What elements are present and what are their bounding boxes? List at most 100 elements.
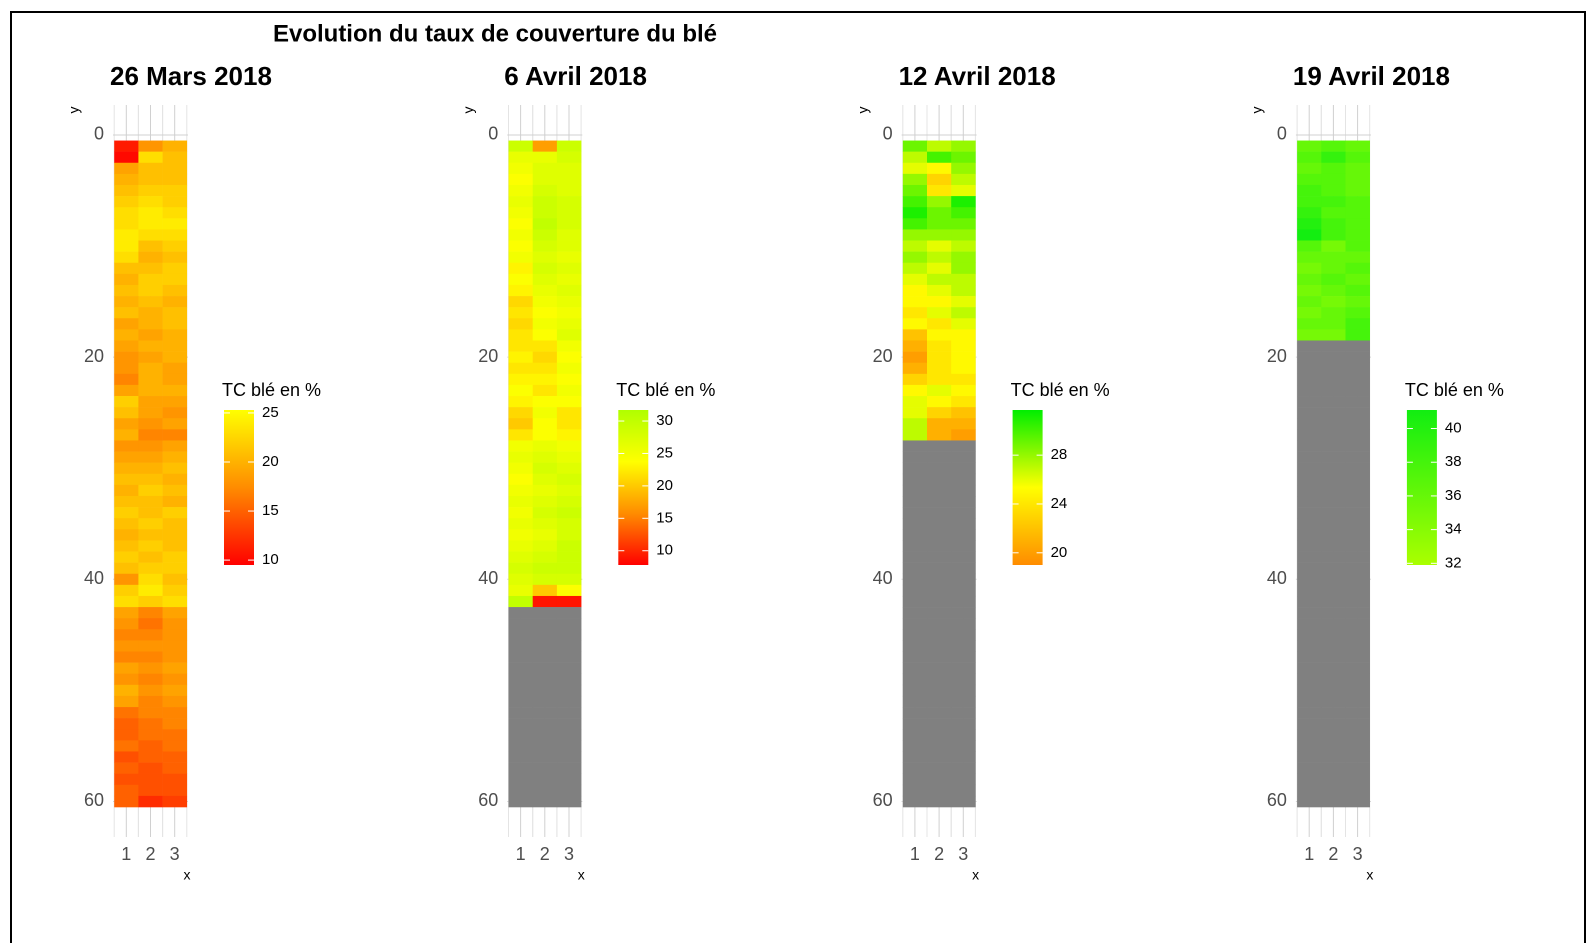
heatmap-cell [556,407,582,419]
y-axis-label: y [1249,107,1265,114]
heatmap-cell [532,673,558,686]
heatmap-cell [1345,418,1370,430]
heatmap-cell [951,151,976,164]
heatmap-cell [114,207,139,219]
colorbar-tick-label: 20 [1051,544,1068,561]
heatmap-cell [951,673,976,686]
heatmap-cell [162,540,188,552]
heatmap-cell [162,529,188,541]
heatmap-cell [556,207,582,219]
heatmap-cell [138,440,163,452]
heatmap-cell [532,362,558,375]
heatmap-cell [556,540,582,552]
heatmap-cell [114,329,139,341]
x-tick-label: 2 [1328,844,1338,864]
heatmap-cell [532,707,558,719]
heatmap-cell [556,795,582,808]
heatmap-cell [1345,451,1370,463]
heatmap-cell [532,207,558,219]
colorbar-tick-label: 10 [262,551,279,568]
heatmap-cell [1297,718,1322,730]
heatmap-cell [138,684,163,697]
heatmap-cell [951,751,976,763]
colorbar [1012,410,1043,565]
heatmap-cell [508,484,534,497]
heatmap-cell [508,529,534,541]
y-tick-label: 20 [478,346,498,366]
heatmap-cell [162,218,188,230]
heatmap-cell [1321,718,1346,730]
heatmap-cell [1297,173,1322,186]
heatmap-cell [951,595,976,608]
heatmap-cell [556,662,582,675]
heatmap-cell [1321,296,1346,308]
heatmap-cell [114,507,139,519]
heatmap-cell [1345,284,1370,297]
heatmap-cell [162,484,188,497]
heatmap-cell [902,629,928,641]
heatmap-cell [902,740,928,752]
heatmap-cell [508,429,534,441]
heatmap-cell [902,296,928,308]
heatmap-cell [114,373,139,386]
heatmap-cell [114,140,139,152]
heatmap-cell [1345,307,1370,319]
heatmap-cell [927,329,952,341]
heatmap-cell [556,373,582,386]
x-axis-label: x [972,867,979,883]
heatmap-cell [508,640,534,652]
heatmap-cell [138,373,163,386]
heatmap-cell [556,673,582,686]
heatmap-cell [1345,396,1370,408]
heatmap-cell [927,351,952,363]
heatmap-cell [114,751,139,763]
heatmap-cell [508,284,534,297]
heatmap-cell [138,662,163,675]
heatmap-cell [162,607,188,619]
heatmap-cell [556,273,582,286]
heatmap-cell [1345,762,1370,774]
heatmap-cell [162,151,188,164]
heatmap-cell [114,640,139,652]
heatmap-cell [138,651,163,663]
heatmap-cell [902,795,928,808]
heatmap-cell [556,396,582,408]
heatmap-cell [902,340,928,352]
heatmap-cell [138,529,163,541]
heatmap-cell [927,607,952,619]
y-tick-label: 20 [84,346,104,366]
x-tick-label: 2 [540,844,550,864]
colorbar-tick-label: 30 [656,412,673,429]
heatmap-cell [927,296,952,308]
heatmap-cell [162,451,188,463]
heatmap-cell [951,495,976,508]
heatmap-cell [532,507,558,519]
heatmap-cell [1297,373,1322,386]
heatmap-cell [951,229,976,241]
heatmap-cell [138,484,163,497]
heatmap-cell [508,296,534,308]
heatmap-cell [138,595,163,608]
heatmap-cell [556,551,582,563]
heatmap-cell [951,562,976,575]
heatmap-cell [162,407,188,419]
heatmap-cell [162,707,188,719]
heatmap-cell [114,440,139,452]
heatmap-cell [1345,262,1370,275]
heatmap-cell [1321,396,1346,408]
heatmap-cell [532,340,558,352]
heatmap-cell [902,729,928,741]
heatmap-cell [508,329,534,341]
heatmap-cell [556,562,582,575]
heatmap-cell [1297,540,1322,552]
heatmap-cell [1345,595,1370,608]
heatmap-cell [902,184,928,197]
heatmap-cell [951,196,976,208]
heatmap-cell [902,607,928,619]
heatmap-cell [1345,251,1370,264]
heatmap-cell [1345,651,1370,663]
heatmap-cell [927,140,952,152]
heatmap-cell [138,429,163,441]
panel-title: 19 Avril 2018 [1293,61,1450,91]
heatmap-cell [1297,329,1322,341]
